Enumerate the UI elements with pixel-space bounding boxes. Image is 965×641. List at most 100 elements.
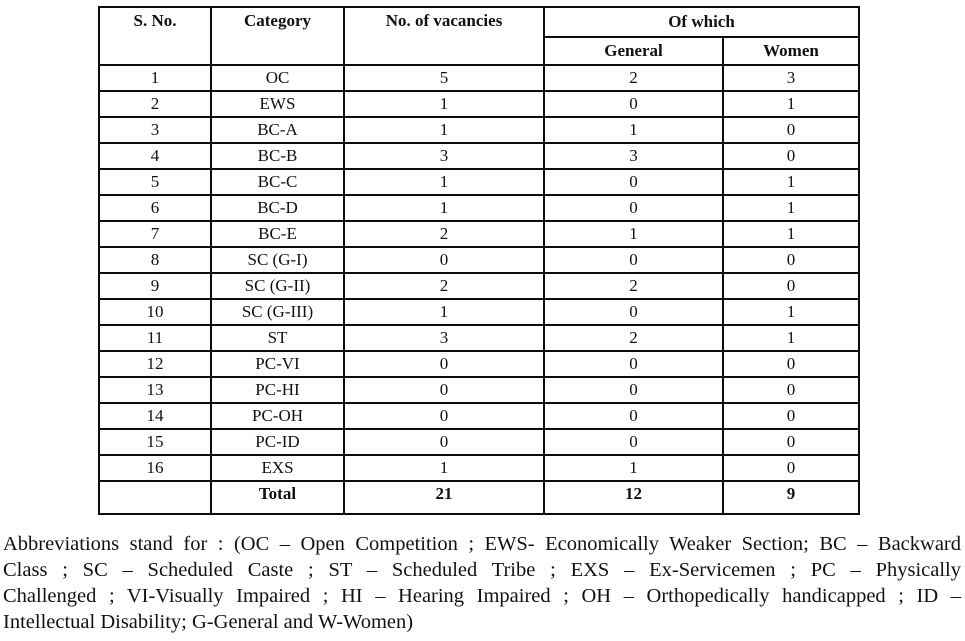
cell-category: PC-VI bbox=[210, 350, 345, 378]
cell-category: EWS bbox=[210, 90, 345, 118]
cell-vacancies: 0 bbox=[343, 402, 545, 430]
cell-vacancies: 1 bbox=[343, 454, 545, 482]
table-footer: Total 21 12 9 bbox=[98, 480, 860, 515]
cell-category: SC (G-I) bbox=[210, 246, 345, 274]
cell-s-no: 1 bbox=[98, 64, 212, 92]
table-row: 14 PC-OH 0 0 0 bbox=[98, 402, 860, 430]
vacancy-table: S. No. Category No. of vacancies Of whic… bbox=[98, 5, 860, 515]
footnote-line: Class ; SC – Scheduled Caste ; ST – Sche… bbox=[3, 559, 961, 581]
cell-general: 0 bbox=[543, 90, 724, 118]
total-women-cell: 9 bbox=[722, 480, 860, 515]
cell-vacancies: 0 bbox=[343, 376, 545, 404]
cell-women: 0 bbox=[722, 350, 860, 378]
cell-women: 1 bbox=[722, 220, 860, 248]
vacancy-table-section: S. No. Category No. of vacancies Of whic… bbox=[98, 5, 860, 515]
cell-vacancies: 2 bbox=[343, 272, 545, 300]
cell-vacancies: 0 bbox=[343, 428, 545, 456]
cell-general: 0 bbox=[543, 350, 724, 378]
header-general: General bbox=[543, 36, 724, 66]
cell-vacancies: 1 bbox=[343, 194, 545, 222]
cell-vacancies: 3 bbox=[343, 142, 545, 170]
cell-category: SC (G-II) bbox=[210, 272, 345, 300]
cell-category: BC-B bbox=[210, 142, 345, 170]
cell-women: 0 bbox=[722, 272, 860, 300]
cell-general: 2 bbox=[543, 272, 724, 300]
cell-s-no: 14 bbox=[98, 402, 212, 430]
cell-category: PC-HI bbox=[210, 376, 345, 404]
footnote-line: Challenged ; VI-Visually Impaired ; HI –… bbox=[3, 585, 961, 607]
cell-category: ST bbox=[210, 324, 345, 352]
footnote-line: Intellectual Disability; G-General and W… bbox=[3, 611, 414, 633]
header-s-no: S. No. bbox=[98, 6, 212, 66]
header-of-which: Of which bbox=[543, 5, 860, 39]
cell-category: EXS bbox=[210, 454, 345, 482]
table-row: 7 BC-E 2 1 1 bbox=[98, 220, 860, 248]
cell-s-no: 8 bbox=[98, 246, 212, 274]
total-row: Total 21 12 9 bbox=[98, 480, 860, 515]
cell-s-no: 9 bbox=[98, 272, 212, 300]
table-header: S. No. Category No. of vacancies Of whic… bbox=[98, 5, 860, 66]
cell-s-no: 5 bbox=[98, 168, 212, 196]
table-row: 1 OC 5 2 3 bbox=[98, 64, 860, 92]
cell-general: 0 bbox=[543, 168, 724, 196]
cell-women: 0 bbox=[722, 376, 860, 404]
cell-s-no: 2 bbox=[98, 90, 212, 118]
total-general-cell: 12 bbox=[543, 480, 724, 515]
cell-women: 0 bbox=[722, 454, 860, 482]
cell-s-no: 10 bbox=[98, 298, 212, 326]
cell-general: 0 bbox=[543, 376, 724, 404]
header-row-1: S. No. Category No. of vacancies Of whic… bbox=[98, 5, 860, 66]
table-row: 13 PC-HI 0 0 0 bbox=[98, 376, 860, 404]
cell-general: 1 bbox=[543, 220, 724, 248]
cell-general: 2 bbox=[543, 324, 724, 352]
cell-category: BC-A bbox=[210, 116, 345, 144]
cell-s-no: 7 bbox=[98, 220, 212, 248]
cell-s-no: 11 bbox=[98, 324, 212, 352]
table-row: 8 SC (G-I) 0 0 0 bbox=[98, 246, 860, 274]
cell-category: OC bbox=[210, 64, 345, 92]
total-vacancies-cell: 21 bbox=[343, 480, 545, 515]
cell-women: 3 bbox=[722, 64, 860, 92]
cell-s-no: 16 bbox=[98, 454, 212, 482]
cell-general: 0 bbox=[543, 246, 724, 274]
cell-vacancies: 0 bbox=[343, 350, 545, 378]
cell-category: BC-E bbox=[210, 220, 345, 248]
table-row: 11 ST 3 2 1 bbox=[98, 324, 860, 352]
cell-women: 1 bbox=[722, 194, 860, 222]
cell-vacancies: 1 bbox=[343, 168, 545, 196]
cell-women: 1 bbox=[722, 324, 860, 352]
table-row: 6 BC-D 1 0 1 bbox=[98, 194, 860, 222]
table-row: 10 SC (G-III) 1 0 1 bbox=[98, 298, 860, 326]
cell-women: 1 bbox=[722, 298, 860, 326]
header-women: Women bbox=[722, 36, 860, 66]
cell-general: 3 bbox=[543, 142, 724, 170]
table-row: 3 BC-A 1 1 0 bbox=[98, 116, 860, 144]
cell-general: 0 bbox=[543, 428, 724, 456]
cell-s-no: 15 bbox=[98, 428, 212, 456]
abbreviations-footnote: Abbreviations stand for : (OC – Open Com… bbox=[3, 531, 961, 635]
cell-s-no: 3 bbox=[98, 116, 212, 144]
table-row: 5 BC-C 1 0 1 bbox=[98, 168, 860, 196]
cell-category: PC-OH bbox=[210, 402, 345, 430]
table-row: 16 EXS 1 1 0 bbox=[98, 454, 860, 482]
cell-category: BC-D bbox=[210, 194, 345, 222]
total-label-cell: Total bbox=[210, 480, 345, 515]
header-vacancies: No. of vacancies bbox=[343, 6, 545, 66]
table-body: 1 OC 5 2 3 2 EWS 1 0 1 3 BC-A 1 1 0 4 BC-B 3 3 0 5 BC-C 1 0 1 6 BC… bbox=[98, 64, 860, 482]
cell-women: 0 bbox=[722, 142, 860, 170]
cell-s-no: 4 bbox=[98, 142, 212, 170]
cell-s-no: 13 bbox=[98, 376, 212, 404]
cell-women: 0 bbox=[722, 246, 860, 274]
cell-s-no: 6 bbox=[98, 194, 212, 222]
cell-vacancies: 0 bbox=[343, 246, 545, 274]
cell-vacancies: 1 bbox=[343, 90, 545, 118]
header-category: Category bbox=[210, 6, 345, 66]
cell-category: SC (G-III) bbox=[210, 298, 345, 326]
cell-general: 1 bbox=[543, 454, 724, 482]
header-row-2: General Women bbox=[99, 36, 860, 66]
cell-general: 0 bbox=[543, 402, 724, 430]
cell-vacancies: 1 bbox=[343, 116, 545, 144]
cell-vacancies: 1 bbox=[343, 298, 545, 326]
table-row: 4 BC-B 3 3 0 bbox=[98, 142, 860, 170]
cell-category: PC-ID bbox=[210, 428, 345, 456]
